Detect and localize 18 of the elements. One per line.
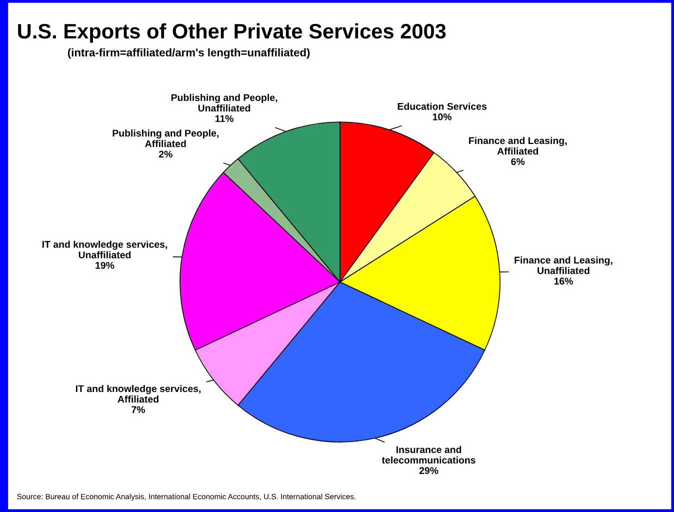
slice-label: Publishing and People, Affiliated	[112, 129, 218, 148]
data-label: 10%	[432, 113, 452, 120]
data-label: 29%	[419, 467, 438, 474]
chart-subtitle: (intra-firm=affiliated/arm's length=unaffiliated)	[68, 48, 310, 59]
data-label: 11%	[215, 115, 234, 122]
slice-label: IT and knowledge services, Affiliated	[76, 384, 201, 403]
data-label: 6%	[511, 158, 525, 166]
data-label: 7%	[132, 406, 146, 414]
slice-label: IT and knowledge services, Unaffiliated	[42, 240, 168, 258]
slice-label: Finance and Leasing, Unaffiliated	[514, 256, 612, 274]
slice-label: Education Services	[398, 102, 487, 110]
chart-title: U.S. Exports of Other Private Services 2003	[18, 23, 446, 43]
data-label: 16%	[554, 278, 573, 285]
slice-label: Publishing and People, Unaffiliated	[171, 94, 278, 112]
data-label: 19%	[96, 262, 114, 269]
data-label: 2%	[158, 150, 172, 158]
slice-label: Insurance and telecommunications	[382, 446, 476, 464]
slice-label: Finance and Leasing, Affiliated	[469, 136, 567, 155]
